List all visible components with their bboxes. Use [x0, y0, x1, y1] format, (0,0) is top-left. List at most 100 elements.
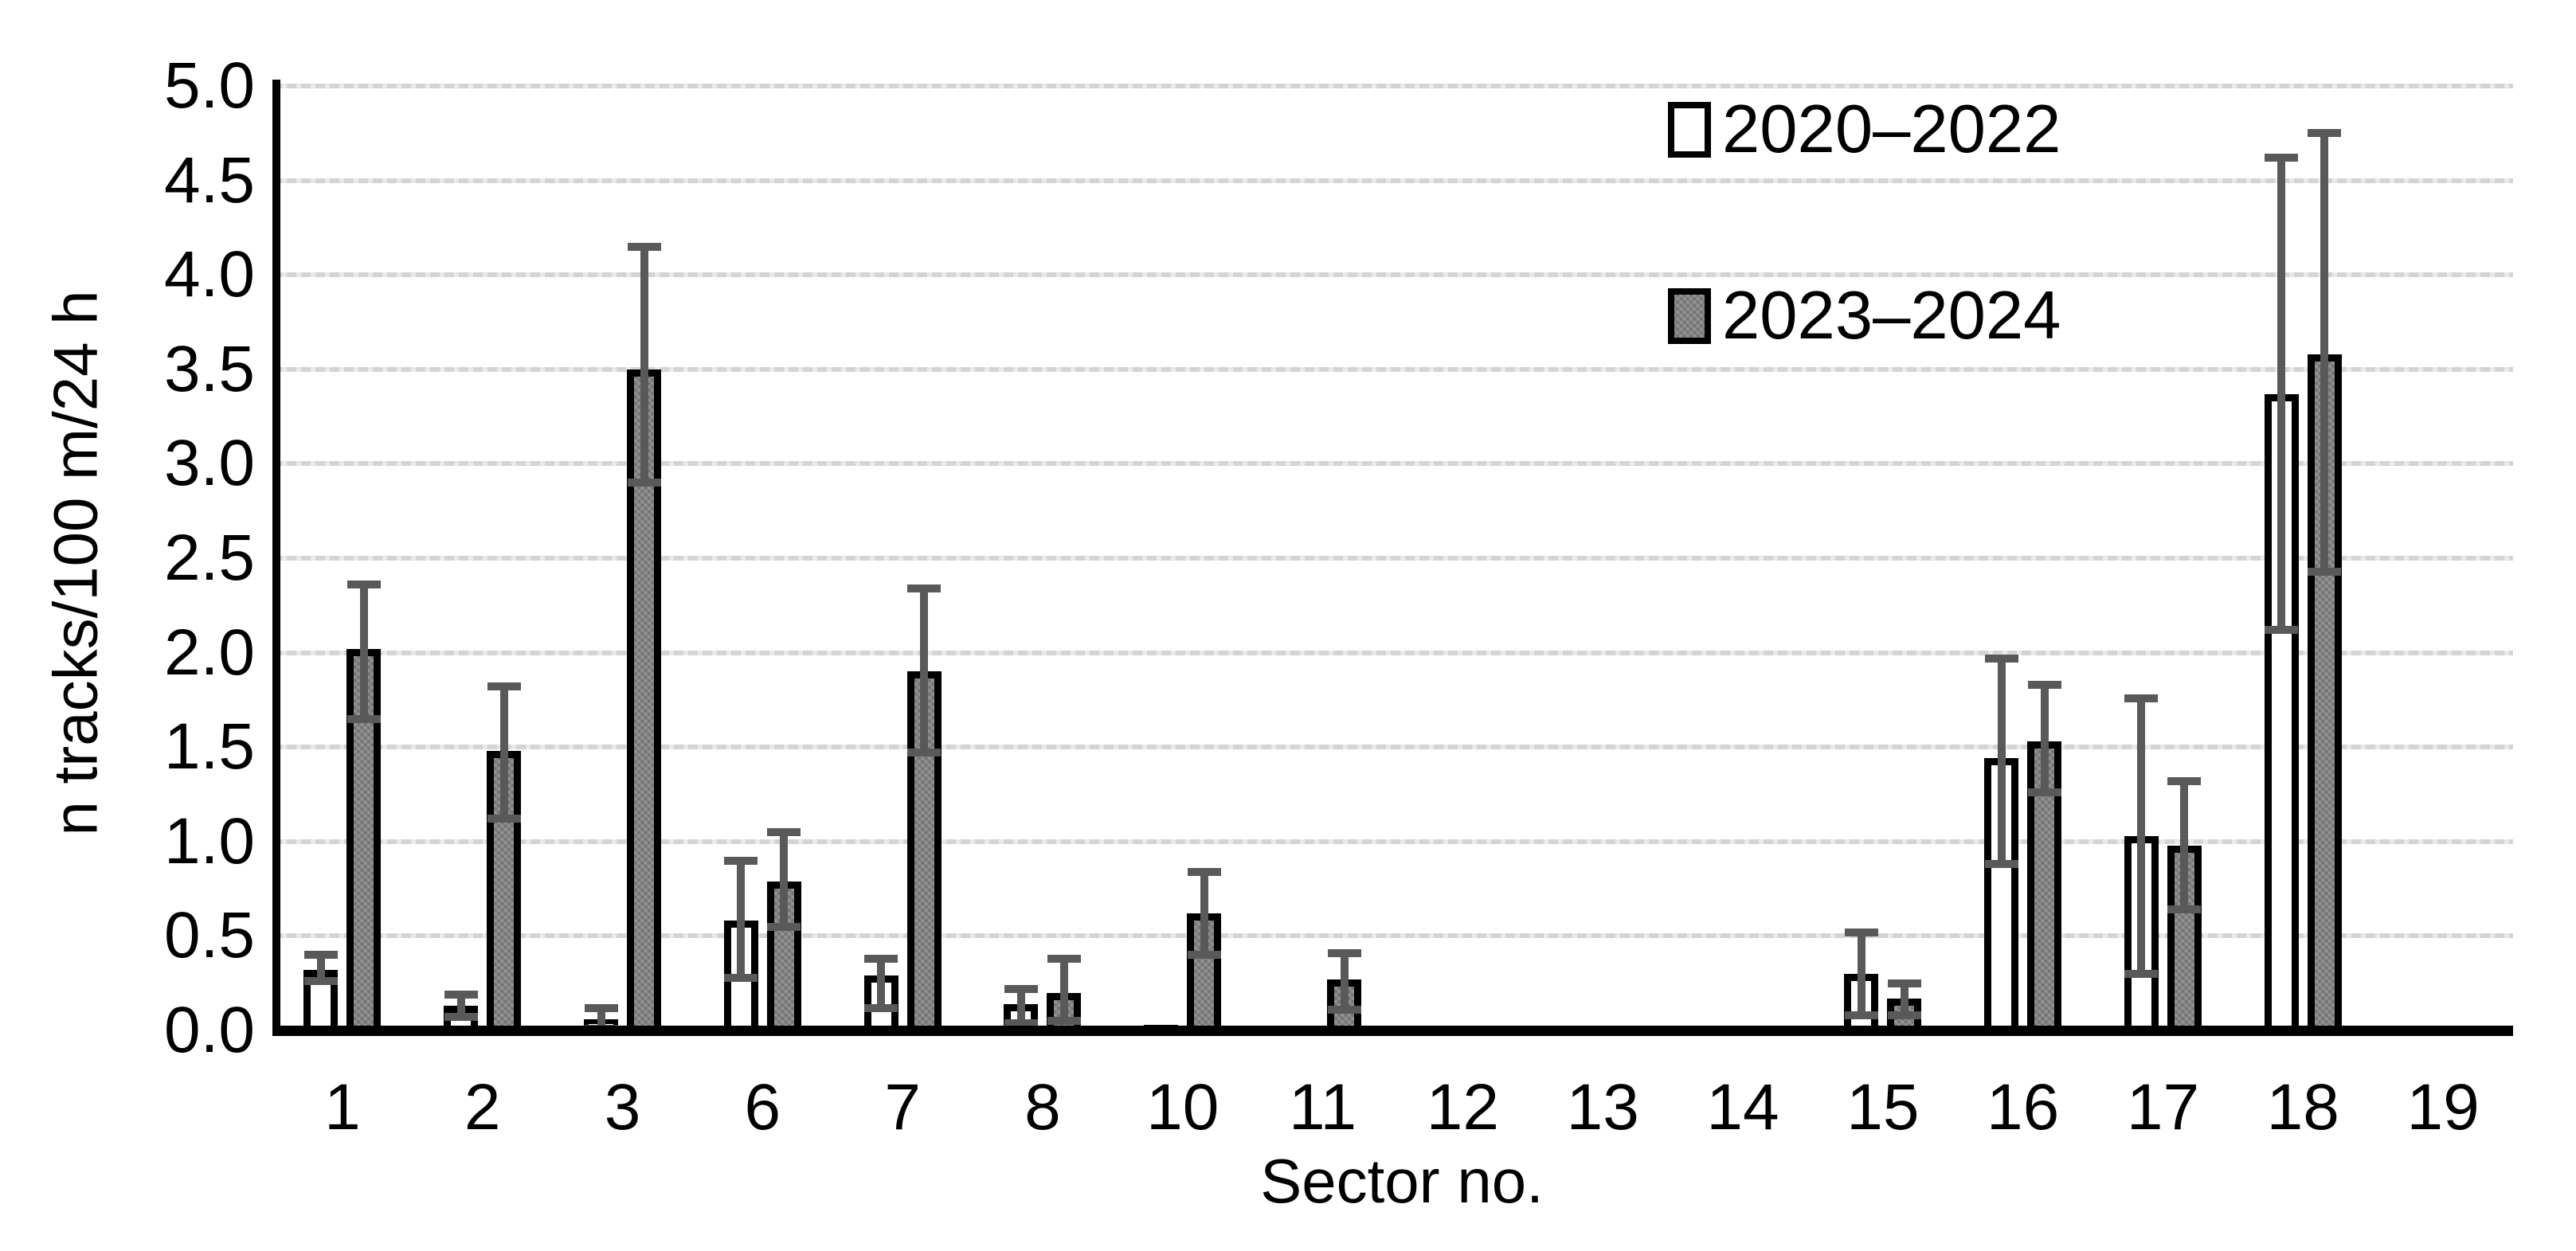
- error-bar-cap-top: [1887, 979, 1921, 987]
- error-bar-cap-top: [1984, 654, 2018, 663]
- error-bar-cap-top: [584, 1003, 618, 1012]
- y-tick-label: 1.0: [164, 804, 255, 878]
- error-bar-line: [877, 958, 886, 1008]
- error-bar-cap-bottom: [303, 977, 338, 986]
- error-bar-cap-top: [2265, 154, 2299, 162]
- error-bar-line: [316, 955, 325, 982]
- error-bar-line: [1997, 658, 2006, 865]
- y-tick-label: 0.5: [164, 899, 255, 972]
- error-bar-line: [737, 860, 746, 978]
- error-bar-line: [780, 831, 789, 927]
- gridline: [272, 272, 2513, 278]
- error-bar-cap-top: [2167, 776, 2202, 785]
- error-bar-cap-top: [1004, 984, 1038, 993]
- x-tick-label: 15: [1846, 1071, 1920, 1143]
- gridline: [272, 839, 2513, 844]
- error-bar-cap-top: [444, 990, 478, 999]
- error-bar-line: [2180, 780, 2189, 910]
- y-tick-label: 1.5: [164, 710, 255, 784]
- x-tick-label: 2: [464, 1071, 501, 1143]
- legend-item: 2020–2022: [1668, 94, 2061, 166]
- error-bar-line: [2137, 698, 2146, 974]
- error-bar-cap-bottom: [1844, 1011, 1878, 1020]
- x-tick-label: 7: [884, 1071, 921, 1143]
- error-bar-cap-top: [2027, 680, 2061, 689]
- error-bar-cap-bottom: [2027, 788, 2061, 797]
- x-tick-label: 6: [744, 1071, 781, 1143]
- error-bar-line: [2320, 133, 2329, 572]
- error-bar-cap-top: [2124, 694, 2159, 702]
- y-tick-label: 4.0: [164, 238, 255, 311]
- gridline: [272, 461, 2513, 467]
- y-tick-label: 0.0: [164, 994, 255, 1066]
- bar-2023-2024-sector-17: [2167, 845, 2202, 1036]
- x-tick-label: 8: [1024, 1071, 1061, 1143]
- x-tick-label: 18: [2266, 1071, 2339, 1143]
- error-bar-cap-bottom: [1004, 1018, 1038, 1027]
- x-tick-label: 17: [2126, 1071, 2200, 1143]
- bar-2023-2024-sector-7: [906, 671, 942, 1036]
- error-bar-cap-bottom: [444, 1013, 478, 1022]
- gridline: [272, 366, 2513, 372]
- error-bar-cap-top: [1327, 948, 1361, 957]
- error-bar-cap-top: [303, 951, 338, 960]
- error-bar-cap-bottom: [2124, 969, 2159, 978]
- error-bar-line: [1016, 988, 1025, 1023]
- y-tick-label: 2.5: [164, 522, 255, 594]
- legend-swatch-gray-icon: [1668, 288, 1711, 344]
- error-bar-line: [920, 588, 929, 753]
- error-bar-line: [640, 246, 648, 483]
- error-bar-line: [1340, 952, 1349, 1010]
- error-bar-cap-top: [1187, 867, 1221, 876]
- error-bar-line: [456, 994, 465, 1018]
- gridline: [272, 650, 2513, 655]
- error-bar-line: [1857, 932, 1865, 1015]
- error-bar-line: [499, 686, 508, 819]
- error-bar-cap-top: [346, 581, 381, 589]
- error-bar-cap-top: [864, 954, 898, 963]
- gridline: [272, 178, 2513, 183]
- error-bar-cap-bottom: [864, 1003, 898, 1012]
- x-tick-label: 19: [2406, 1071, 2480, 1143]
- error-bar-cap-top: [907, 584, 942, 592]
- y-axis-line: [272, 80, 280, 1036]
- x-tick-label: 14: [1706, 1071, 1779, 1143]
- legend-label: 2020–2022: [1722, 92, 2061, 167]
- error-bar-line: [1900, 983, 1909, 1015]
- y-axis-title: n tracks/100 m/24 h: [40, 290, 111, 836]
- error-bar-cap-bottom: [1327, 1005, 1361, 1014]
- error-bar-line: [597, 1007, 605, 1029]
- error-bar-cap-top: [767, 827, 801, 836]
- legend-label: 2023–2024: [1722, 278, 2061, 354]
- error-bar-line: [359, 584, 368, 719]
- error-bar-cap-top: [724, 856, 758, 865]
- y-tick-label: 2.0: [164, 616, 255, 689]
- x-tick-label: 11: [1289, 1071, 1357, 1143]
- error-bar-cap-bottom: [1984, 860, 2018, 869]
- x-tick-label: 16: [1987, 1071, 2060, 1143]
- error-bar-line: [2040, 684, 2049, 793]
- error-bar-cap-bottom: [487, 815, 521, 823]
- error-bar-line: [2277, 158, 2286, 631]
- error-bar-cap-top: [487, 682, 521, 691]
- error-bar-cap-bottom: [1187, 951, 1221, 960]
- x-axis-line: [272, 1026, 2513, 1036]
- error-bar-cap-bottom: [1047, 1017, 1081, 1026]
- gridline: [272, 933, 2513, 939]
- error-bar-line: [1059, 958, 1068, 1022]
- error-bar-cap-bottom: [907, 749, 942, 757]
- error-bar-cap-top: [2308, 129, 2342, 138]
- legend-swatch-white-icon: [1668, 102, 1711, 158]
- error-bar-line: [1200, 871, 1208, 956]
- x-tick-label: 1: [324, 1071, 361, 1143]
- x-tick-label: 3: [604, 1071, 641, 1143]
- error-bar-cap-bottom: [767, 922, 801, 931]
- error-bar-cap-top: [1047, 954, 1081, 963]
- legend: 2020–2022 2023–2024: [1668, 94, 2061, 467]
- error-bar-cap-bottom: [2167, 905, 2202, 914]
- error-bar-cap-bottom: [1887, 1011, 1921, 1020]
- gridline: [272, 745, 2513, 750]
- x-axis-title: Sector no.: [1260, 1146, 1544, 1216]
- x-tick-label: 13: [1566, 1071, 1639, 1143]
